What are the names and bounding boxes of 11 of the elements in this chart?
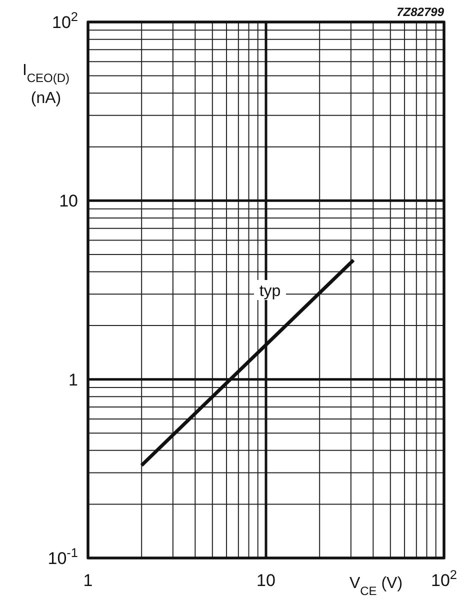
x-tick-label: 10 xyxy=(256,571,276,590)
y-tick-label: 10$^{-1}$ xyxy=(48,544,78,568)
text: 7Z82799 xyxy=(396,5,444,19)
annotation: typ xyxy=(259,283,281,300)
y-axis-title: I$_{CEO(D)}$ (nA) xyxy=(22,62,70,107)
x-tick-label: 1 xyxy=(83,571,93,590)
x-tick-label: 10$^{2}$ xyxy=(430,566,458,590)
y-tick-label: 10 xyxy=(59,192,78,211)
x-axis-title: V$_{CE}$ (V) xyxy=(349,575,403,598)
y-tick-label: 1 xyxy=(68,370,78,390)
y-tick-label: 10$^{2}$ xyxy=(52,8,78,32)
